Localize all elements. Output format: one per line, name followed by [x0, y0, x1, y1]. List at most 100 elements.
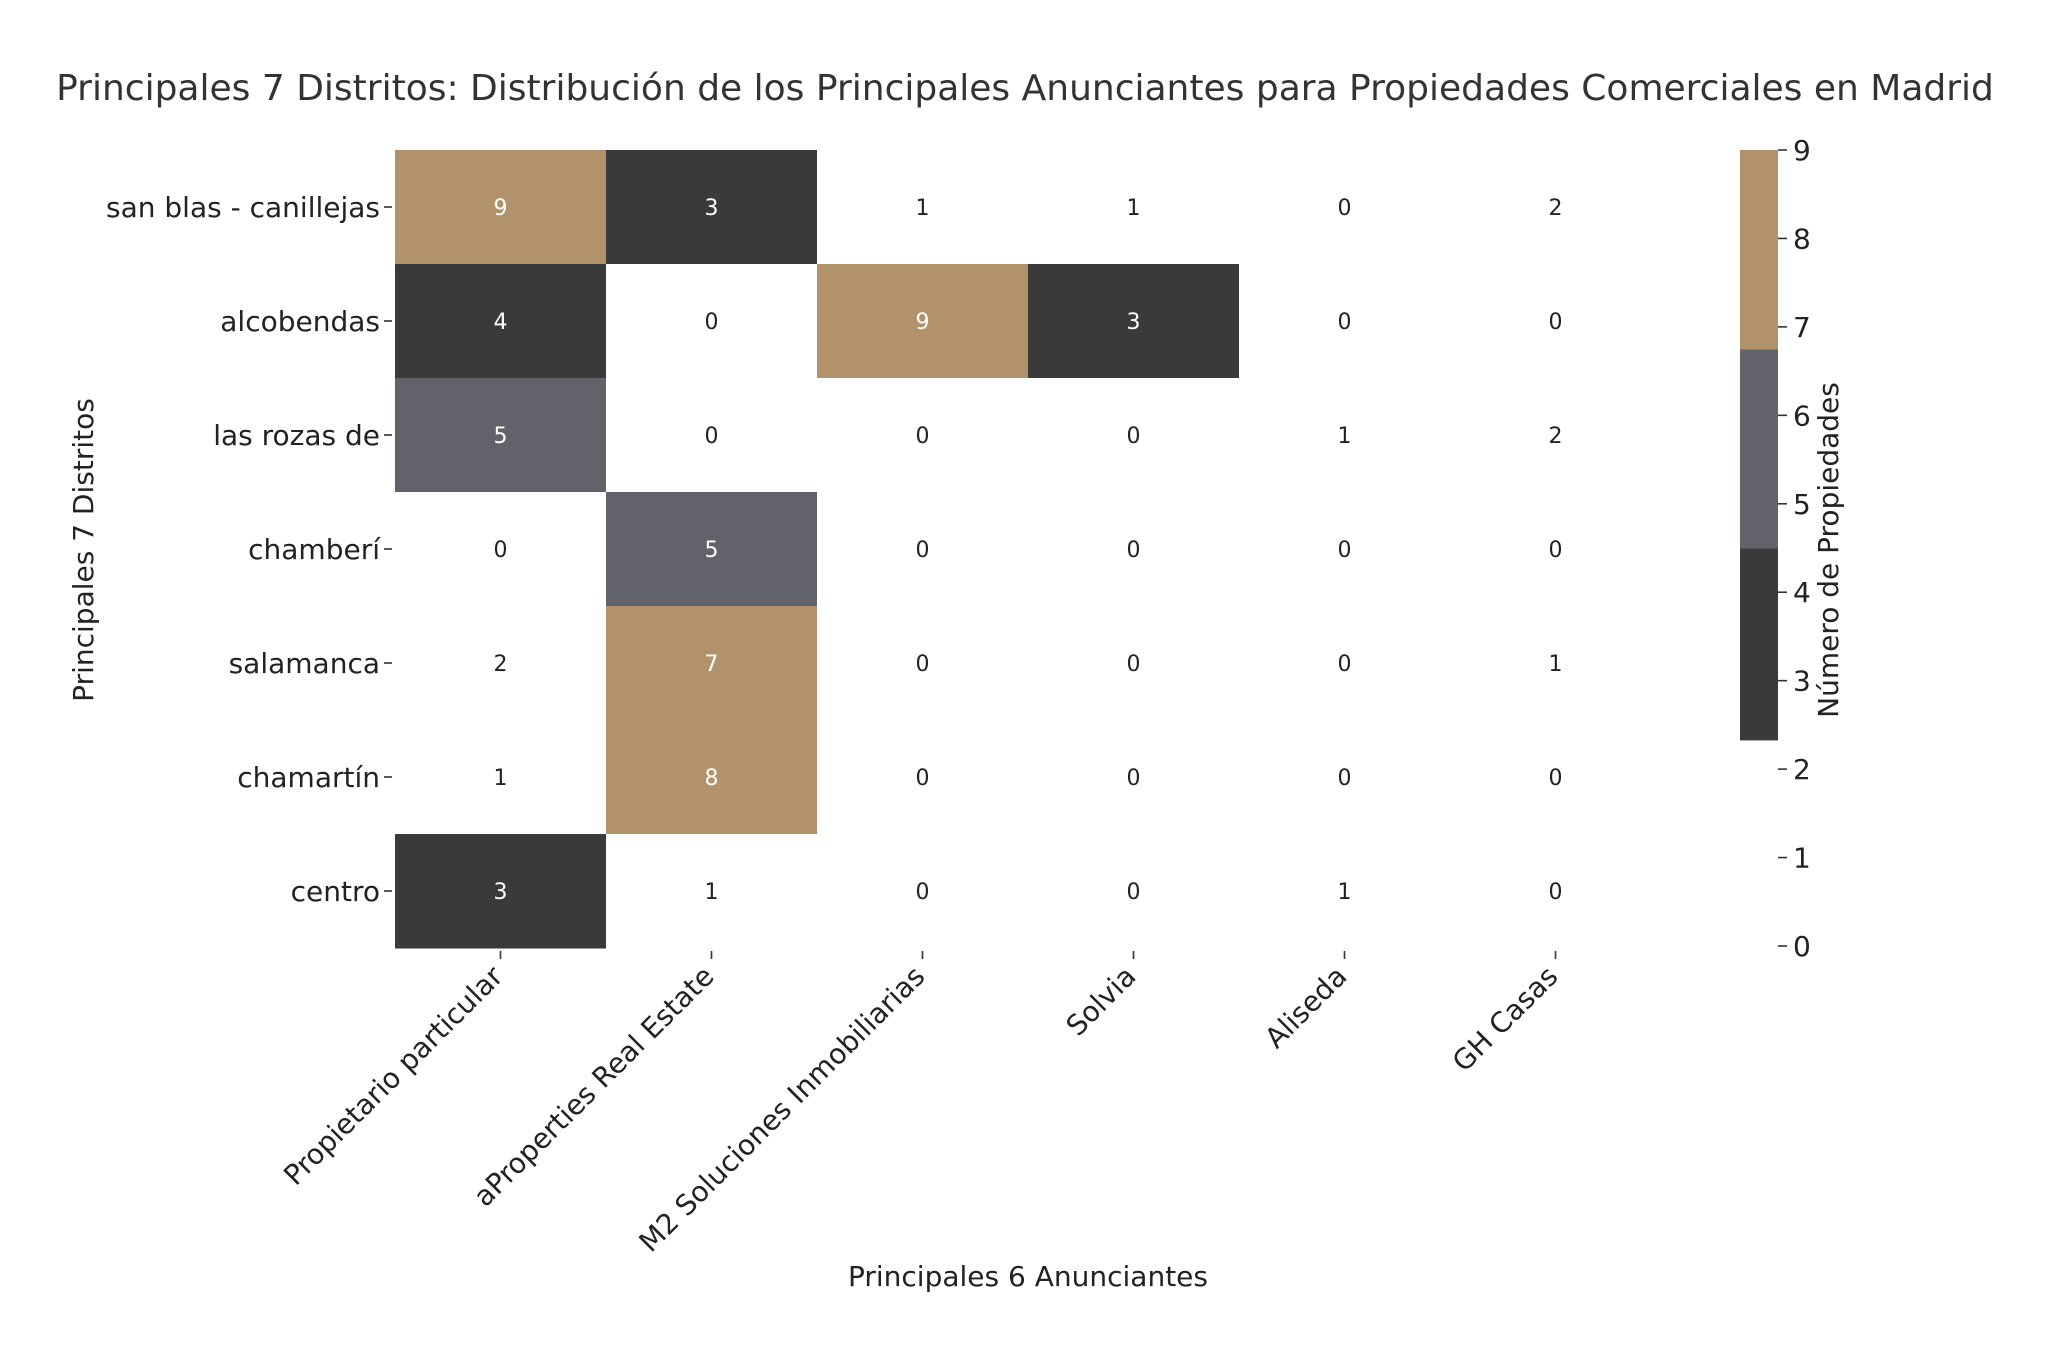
cell-value-label: 8 — [705, 766, 719, 791]
y-tick-label: alcobendas — [220, 305, 380, 338]
heatmap-cell — [395, 720, 607, 835]
cell-value-label: 0 — [1549, 880, 1563, 905]
cell-value-label: 0 — [916, 652, 930, 677]
cell-value-label: 1 — [494, 766, 508, 791]
heatmap-cell — [817, 606, 1029, 721]
y-tick-label: chamartín — [237, 761, 380, 794]
cell-value-label: 3 — [1127, 310, 1141, 335]
heatmap-cell — [606, 378, 818, 493]
heatmap-cell — [1028, 378, 1240, 493]
heatmap-cell — [1450, 720, 1662, 835]
chart-title: Principales 7 Distritos: Distribución de… — [56, 68, 1994, 109]
colorbar-segment — [1740, 349, 1778, 549]
heatmap-cell — [1450, 150, 1662, 265]
cell-value-label: 0 — [1127, 880, 1141, 905]
cell-value-label: 0 — [916, 424, 930, 449]
cell-value-label: 0 — [494, 538, 508, 563]
heatmap-cell — [1239, 720, 1451, 835]
heatmap-cell — [1450, 378, 1662, 493]
colorbar-tick-label: 5 — [1793, 488, 1811, 521]
y-tick-labels: san blas - canillejas alcobendas las rozas… — [106, 191, 392, 908]
heatmap-cell — [1028, 264, 1240, 379]
heatmap-cell — [1028, 150, 1240, 265]
heatmap-cell — [1239, 264, 1451, 379]
y-tick-label: salamanca — [229, 647, 380, 680]
cell-value-label: 0 — [916, 766, 930, 791]
cell-value-label: 2 — [1549, 424, 1563, 449]
x-tick-label: GH Casas — [1446, 960, 1565, 1079]
y-tick-label: chamberí — [248, 533, 381, 566]
heatmap-cell — [817, 150, 1029, 265]
heatmap-cell — [1450, 264, 1662, 379]
heatmap-cell — [1028, 720, 1240, 835]
cell-value-label: 0 — [1127, 766, 1141, 791]
cell-value-label: 0 — [1338, 196, 1352, 221]
cell-value-label: 1 — [1127, 196, 1141, 221]
colorbar-tick-label: 8 — [1793, 222, 1811, 255]
colorbar-tick-label: 7 — [1793, 311, 1811, 344]
heatmap-cell — [1450, 834, 1662, 949]
cell-value-label: 0 — [1127, 652, 1141, 677]
colorbar-tick-label: 3 — [1793, 665, 1811, 698]
cell-value-label: 0 — [1338, 310, 1352, 335]
x-axis-label: Principales 6 Anunciantes — [848, 1260, 1208, 1293]
heatmap-cell — [1239, 492, 1451, 607]
cell-value-label: 1 — [1549, 652, 1563, 677]
cell-value-label: 3 — [705, 196, 719, 221]
cell-value-label: 0 — [1127, 424, 1141, 449]
heatmap-cell — [1239, 606, 1451, 721]
heatmap-cell — [395, 150, 607, 265]
cell-value-label: 0 — [916, 880, 930, 905]
y-axis-label: Principales 7 Distritos — [67, 398, 100, 702]
heatmap-cell — [817, 492, 1029, 607]
cell-value-label: 3 — [494, 880, 508, 905]
x-tick-label: aProperties Real Estate — [467, 960, 720, 1213]
heatmap-cell — [1028, 606, 1240, 721]
cell-value-label: 1 — [1338, 424, 1352, 449]
heatmap-cell — [395, 492, 607, 607]
heatmap-cell — [395, 264, 607, 379]
heatmap-cell — [817, 834, 1029, 949]
heatmap-cell — [395, 834, 607, 949]
cell-value-label: 2 — [494, 652, 508, 677]
cell-value-label: 1 — [1338, 880, 1352, 905]
cell-value-label: 2 — [1549, 196, 1563, 221]
heatmap-cell — [817, 264, 1029, 379]
cell-value-label: 4 — [494, 310, 508, 335]
cell-value-label: 0 — [1127, 538, 1141, 563]
cell-value-label: 1 — [916, 196, 930, 221]
heatmap-cell — [606, 150, 818, 265]
heatmap-cell — [1239, 378, 1451, 493]
colorbar-tick-label: 2 — [1793, 753, 1811, 786]
heatmap-cell — [395, 378, 607, 493]
cell-value-label: 5 — [494, 424, 508, 449]
cell-value-label: 0 — [1338, 652, 1352, 677]
heatmap-cell — [606, 264, 818, 379]
heatmap-cell — [606, 834, 818, 949]
y-tick-label: san blas - canillejas — [106, 191, 380, 224]
x-tick-label: Propietario particular — [277, 959, 510, 1192]
colorbar-tick-label: 6 — [1793, 399, 1811, 432]
heatmap-cell — [606, 492, 818, 607]
heatmap-cell — [395, 606, 607, 721]
colorbar-segment — [1740, 150, 1778, 350]
heatmap-cell — [1450, 492, 1662, 607]
heatmap-cell — [1450, 606, 1662, 721]
heatmap-cell — [1239, 834, 1451, 949]
heatmap-cell — [606, 606, 818, 721]
cell-value-label: 9 — [916, 310, 930, 335]
colorbar-tick-label: 4 — [1793, 576, 1811, 609]
heatmap-cells: 9 3 1 1 0 2 4 0 9 3 0 0 5 0 0 0 1 2 0 5 0 0 0 0 2 7 0 0 0 1 1 8 0 0 0 0 3 1 0 0… — [395, 150, 1662, 949]
heatmap-cell — [817, 378, 1029, 493]
colorbar-label: Número de Propiedades — [1812, 382, 1845, 718]
colorbar-tick-label: 0 — [1793, 930, 1811, 963]
cell-value-label: 0 — [1549, 310, 1563, 335]
cell-value-label: 0 — [1338, 538, 1352, 563]
heatmap-cell — [606, 720, 818, 835]
x-tick-label: Aliseda — [1258, 960, 1353, 1055]
cell-value-label: 0 — [1549, 766, 1563, 791]
heatmap-cell — [1239, 150, 1451, 265]
y-tick-label: centro — [291, 875, 380, 908]
cell-value-label: 0 — [705, 310, 719, 335]
